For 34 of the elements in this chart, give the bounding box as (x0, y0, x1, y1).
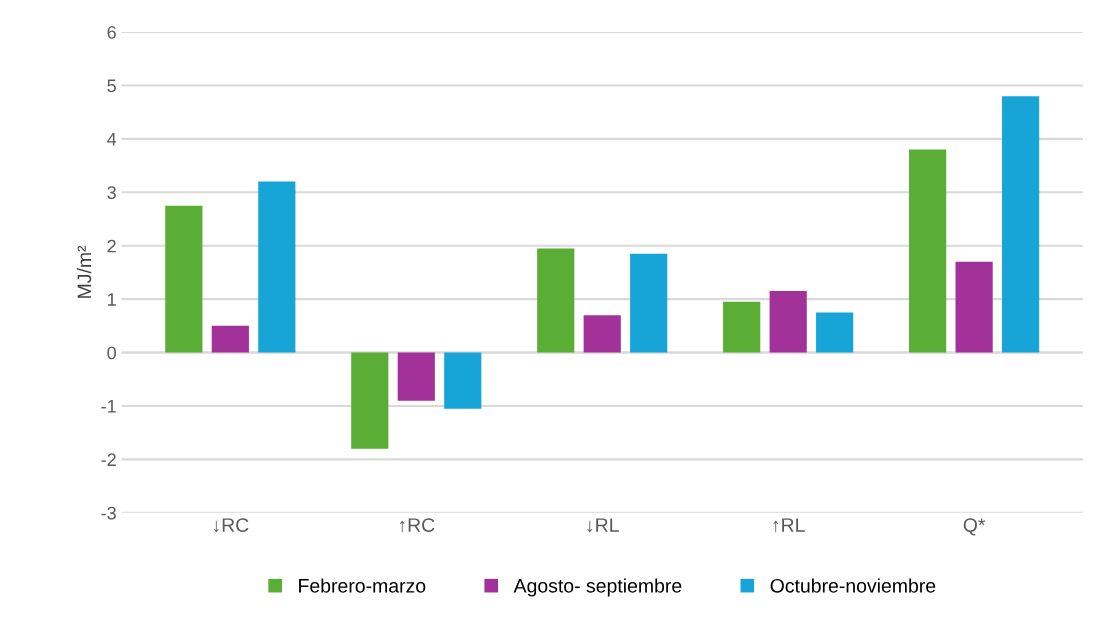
y-tick-label: 5 (107, 79, 116, 93)
x-tick-label: Q* (963, 518, 986, 536)
y-tick-label: 4 (107, 133, 117, 146)
y-tick-label: -3 (101, 506, 116, 520)
y-tick-label: 1 (108, 293, 116, 306)
bar (165, 205, 203, 353)
bar (769, 291, 807, 353)
bar (583, 315, 621, 353)
bar (397, 352, 435, 401)
bar (258, 181, 296, 353)
bar (211, 325, 249, 353)
y-axis-title: MJ/m² (76, 245, 92, 298)
x-tick-label: ↓RL (587, 518, 619, 533)
bar (909, 149, 947, 353)
y-tick-label: -1 (101, 400, 116, 413)
y-tick-label: 2 (107, 239, 116, 253)
x-tick-label: ↓RC (214, 518, 249, 533)
bar (816, 312, 854, 353)
bar (351, 352, 389, 449)
y-tick-label: 3 (107, 186, 116, 200)
bar (1002, 96, 1040, 353)
bar (955, 261, 993, 353)
x-tick-label: ↑RL (773, 518, 805, 533)
legend-label: Octubre-noviembre (770, 578, 936, 593)
legend-label: Agosto- septiembre (513, 578, 682, 597)
bar (537, 248, 575, 353)
y-tick-label: 0 (107, 346, 116, 360)
bar (444, 352, 482, 409)
bar (723, 301, 761, 353)
y-tick-label: -2 (101, 453, 116, 466)
y-tick-label: 6 (107, 25, 116, 39)
bar (630, 253, 668, 353)
x-tick-label: ↑RC (399, 518, 435, 533)
legend-label: Febrero-marzo (299, 578, 426, 593)
